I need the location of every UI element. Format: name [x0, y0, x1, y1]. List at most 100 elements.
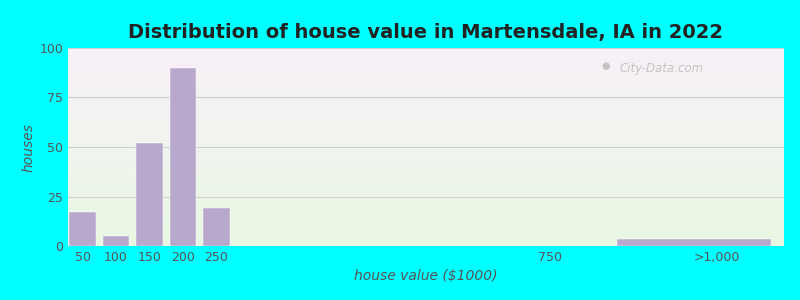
- Bar: [68, 145, 784, 146]
- Bar: [68, 131, 784, 132]
- Bar: [68, 225, 784, 226]
- Bar: [68, 219, 784, 220]
- Bar: [68, 132, 784, 133]
- Bar: [68, 167, 784, 168]
- Bar: [68, 226, 784, 227]
- Bar: [68, 187, 784, 188]
- Bar: [68, 76, 784, 77]
- Bar: [68, 183, 784, 184]
- Bar: [68, 63, 784, 64]
- Bar: [68, 245, 784, 246]
- Bar: [68, 84, 784, 85]
- Bar: [68, 218, 784, 219]
- Bar: [68, 180, 784, 181]
- Bar: [68, 158, 784, 159]
- Bar: [68, 82, 784, 84]
- Bar: [68, 197, 784, 199]
- Bar: [68, 209, 784, 210]
- Bar: [68, 171, 784, 172]
- Bar: [68, 119, 784, 120]
- Bar: [68, 211, 784, 212]
- Bar: [68, 50, 784, 51]
- X-axis label: house value ($1000): house value ($1000): [354, 269, 498, 284]
- Bar: [68, 179, 784, 180]
- Bar: [68, 199, 784, 200]
- Bar: [68, 147, 784, 148]
- Bar: [68, 149, 784, 150]
- Bar: [68, 79, 784, 80]
- Bar: [68, 215, 784, 216]
- Bar: [68, 207, 784, 208]
- Bar: [136, 143, 163, 246]
- Bar: [68, 243, 784, 244]
- Bar: [68, 176, 784, 177]
- Bar: [68, 120, 784, 121]
- Bar: [68, 55, 784, 56]
- Bar: [68, 70, 784, 71]
- Bar: [68, 105, 784, 106]
- Bar: [68, 137, 784, 138]
- Bar: [68, 206, 784, 207]
- Bar: [68, 190, 784, 191]
- Text: ●: ●: [602, 61, 610, 71]
- Bar: [68, 193, 784, 194]
- Bar: [68, 108, 784, 110]
- Bar: [68, 223, 784, 224]
- Bar: [68, 88, 784, 90]
- Bar: [68, 221, 784, 222]
- Bar: [68, 144, 784, 145]
- Bar: [68, 58, 784, 59]
- Bar: [102, 236, 130, 246]
- Bar: [68, 222, 784, 223]
- Bar: [68, 232, 784, 233]
- Bar: [68, 168, 784, 169]
- Bar: [203, 208, 230, 246]
- Bar: [68, 104, 784, 105]
- Bar: [68, 238, 784, 239]
- Bar: [68, 143, 784, 144]
- Bar: [68, 208, 784, 209]
- Bar: [68, 212, 784, 213]
- Bar: [68, 139, 784, 140]
- Bar: [68, 178, 784, 179]
- Bar: [68, 102, 784, 104]
- Bar: [68, 173, 784, 174]
- Bar: [68, 210, 784, 211]
- Text: City-Data.com: City-Data.com: [619, 62, 703, 75]
- Bar: [68, 152, 784, 153]
- Bar: [68, 213, 784, 214]
- Bar: [68, 100, 784, 101]
- Bar: [68, 60, 784, 61]
- Bar: [68, 220, 784, 221]
- Bar: [68, 134, 784, 135]
- Bar: [68, 214, 784, 215]
- Bar: [68, 59, 784, 60]
- Bar: [68, 85, 784, 86]
- Bar: [68, 115, 784, 116]
- Bar: [68, 142, 784, 143]
- Bar: [68, 202, 784, 203]
- Bar: [68, 202, 784, 203]
- Bar: [68, 174, 784, 175]
- Bar: [68, 186, 784, 187]
- Bar: [68, 75, 784, 76]
- Bar: [68, 92, 784, 94]
- Bar: [68, 135, 784, 136]
- Bar: [68, 80, 784, 81]
- Title: Distribution of house value in Martensdale, IA in 2022: Distribution of house value in Martensda…: [129, 23, 723, 42]
- Bar: [68, 74, 784, 75]
- Bar: [68, 169, 784, 170]
- Bar: [68, 130, 784, 131]
- Bar: [68, 203, 784, 204]
- Bar: [68, 188, 784, 189]
- Bar: [68, 52, 784, 53]
- Bar: [68, 62, 784, 63]
- Bar: [68, 136, 784, 137]
- Bar: [68, 97, 784, 98]
- Bar: [68, 227, 784, 228]
- Bar: [68, 51, 784, 52]
- Bar: [68, 94, 784, 95]
- Bar: [68, 87, 784, 88]
- Bar: [68, 160, 784, 161]
- Bar: [68, 103, 784, 104]
